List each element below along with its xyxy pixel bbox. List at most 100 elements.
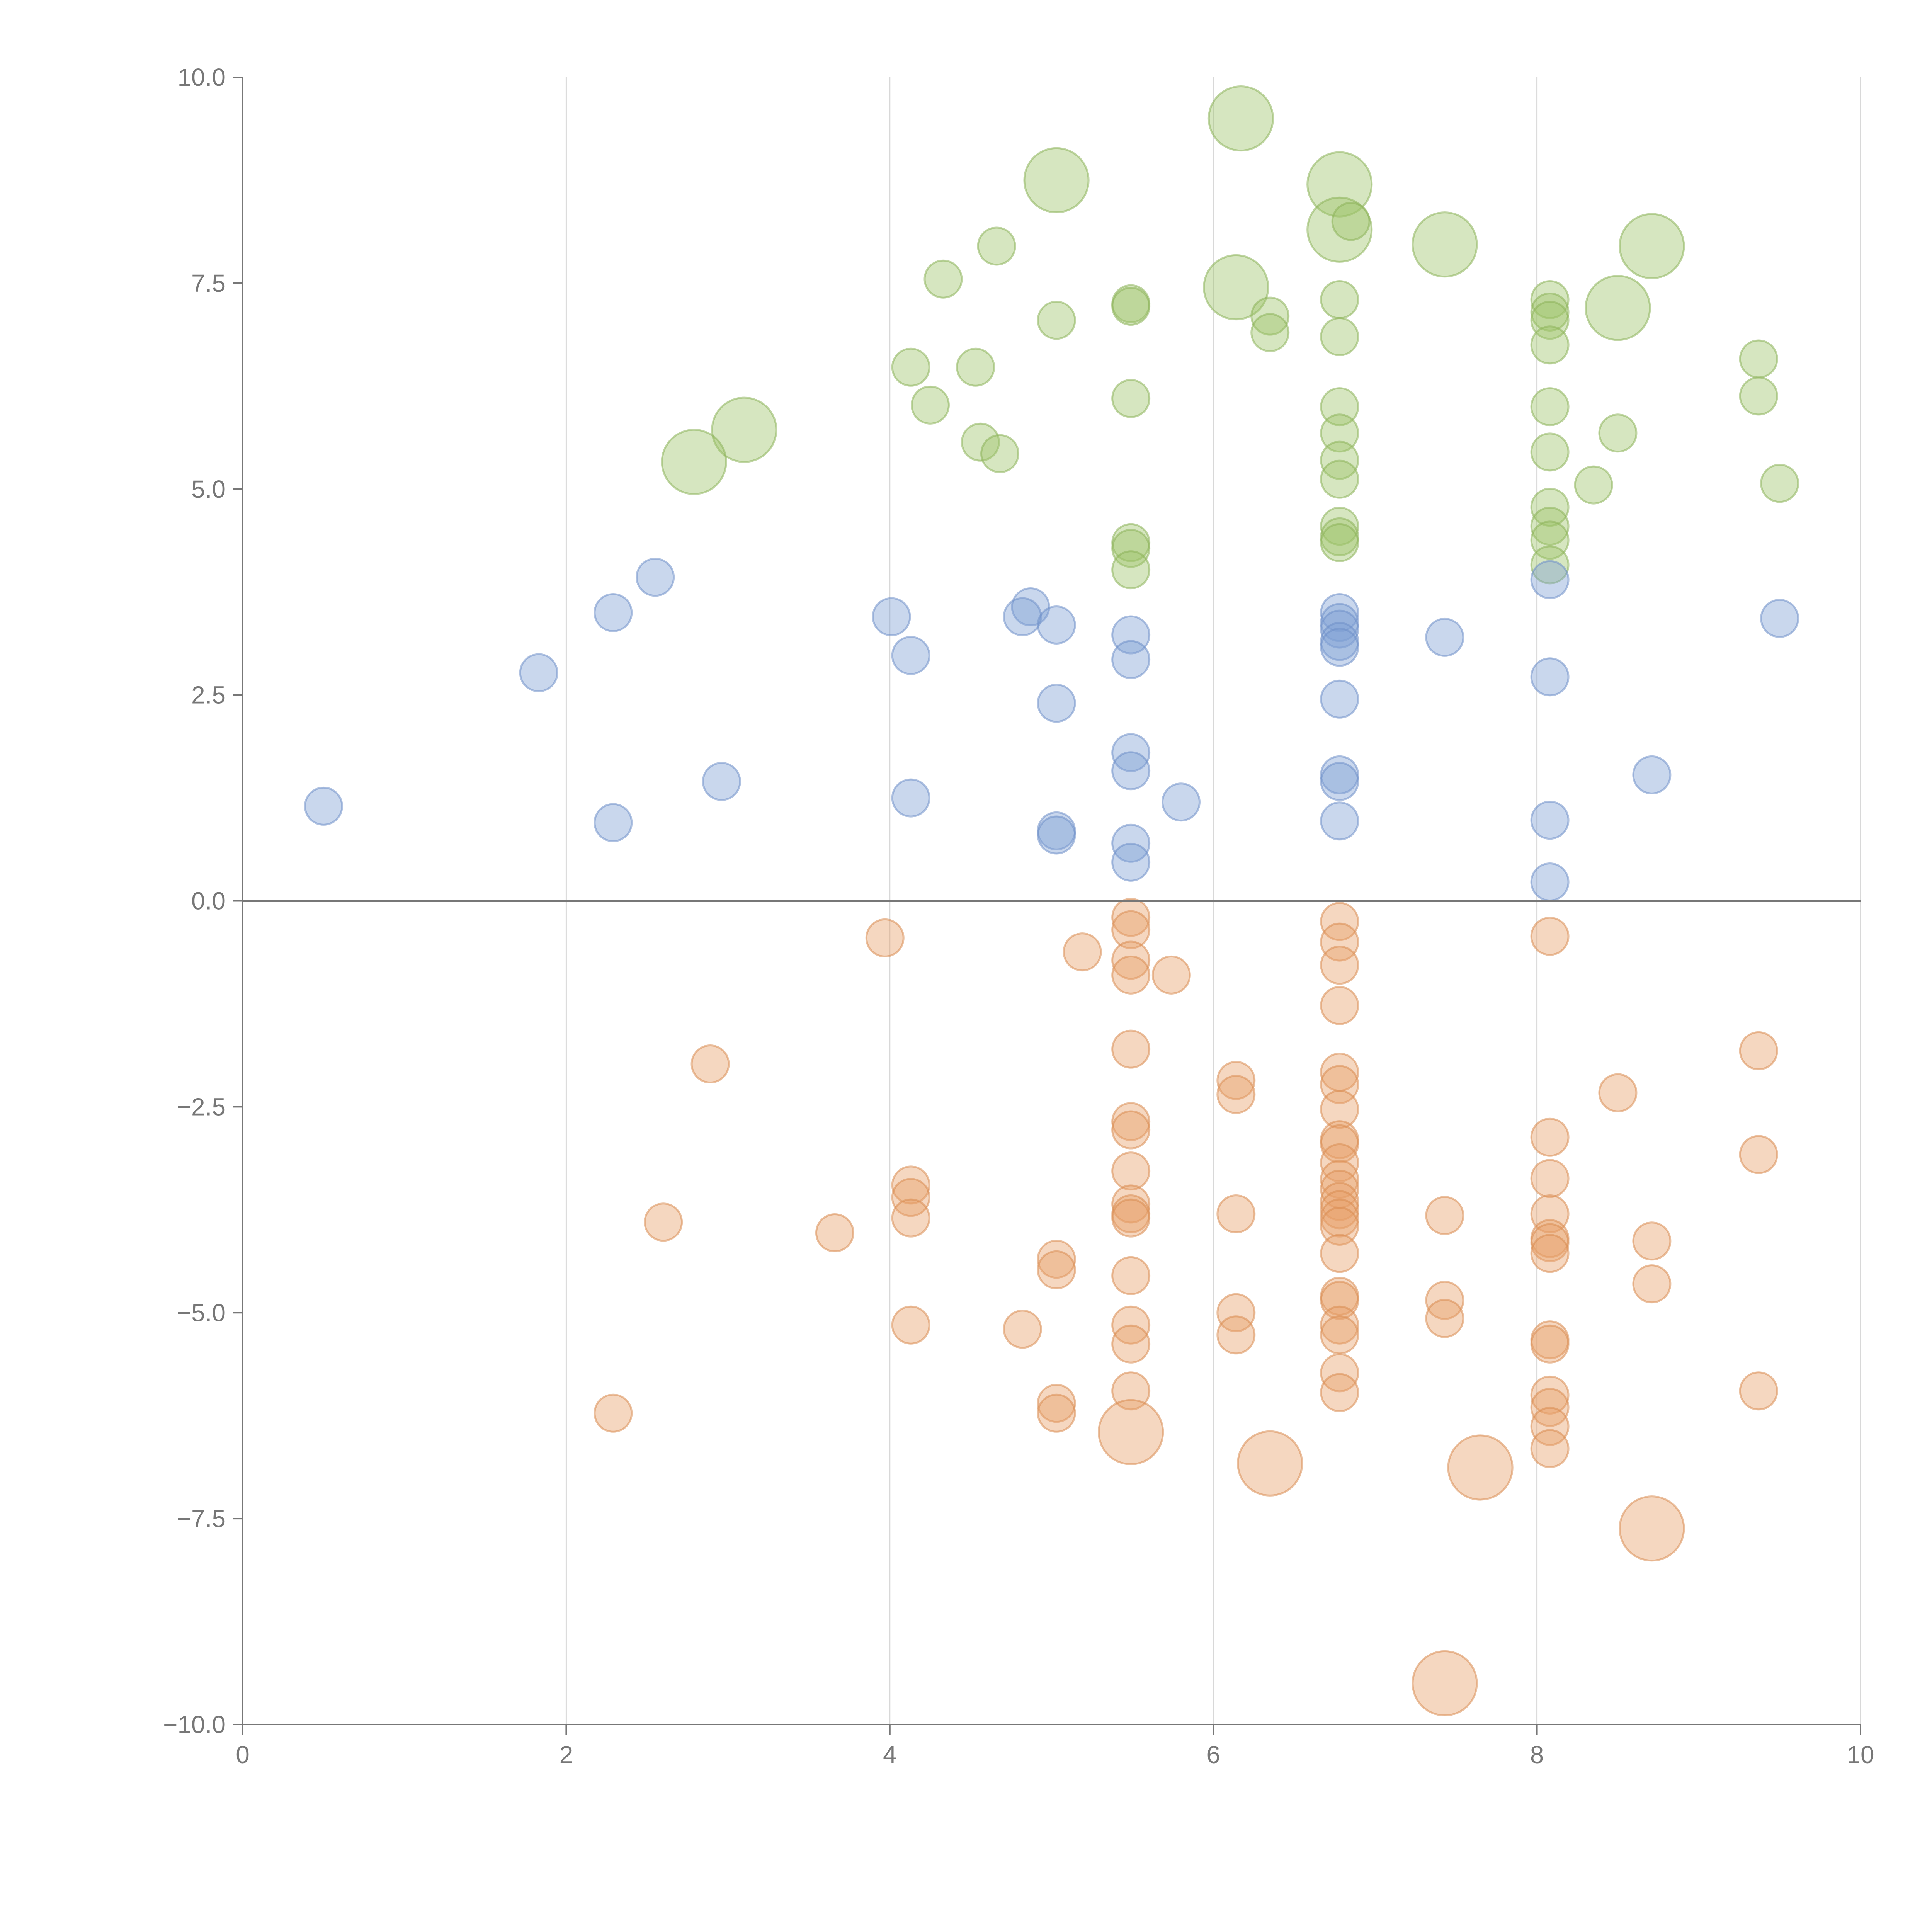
bubble-orange-65 (1216, 1315, 1256, 1355)
bubble-orange-74 (1530, 1375, 1570, 1415)
bubble-green-47 (1111, 529, 1151, 568)
bubble-orange-9 (1151, 955, 1191, 995)
bubble-orange-79 (1530, 1406, 1570, 1446)
bubble-orange-30 (1320, 1160, 1359, 1199)
bubble-orange-11 (1320, 986, 1359, 1025)
bubble-orange-51 (1320, 1234, 1359, 1273)
bubble-blue-8 (1760, 599, 1799, 638)
bubble-blue-23 (1632, 755, 1672, 794)
bubble-blue-6 (1003, 597, 1042, 636)
bubble-blue-37 (1530, 862, 1570, 901)
bubble-orange-6 (1063, 932, 1102, 972)
bubble-green-18 (1250, 296, 1290, 336)
bubble-orange-33 (891, 1178, 930, 1217)
bubble-blue-9 (1037, 605, 1076, 645)
bubble-blue-29 (304, 786, 343, 826)
bubble-green-17 (1037, 301, 1076, 340)
y-tick-label-4: 0.0 (191, 887, 226, 915)
bubble-orange-7 (1111, 940, 1151, 980)
bubble-orange-3 (865, 918, 905, 957)
bubble-green-37 (1530, 432, 1570, 472)
bubbles (304, 85, 1799, 1717)
bubble-orange-66 (1320, 1315, 1359, 1355)
bubble-orange-2 (1111, 910, 1151, 949)
bubble-green-30 (711, 396, 777, 463)
bubble-green-21 (1530, 325, 1570, 365)
x-axis-ticks: 0 2 4 6 8 10 (236, 1725, 1874, 1769)
y-tick-label-8: −10.0 (163, 1711, 226, 1738)
bubble-orange-49 (1530, 1223, 1570, 1262)
bubble-orange-81 (1530, 1429, 1570, 1468)
x-tick-label-4: 4 (883, 1741, 897, 1769)
bubble-blue-15 (891, 636, 930, 675)
bubble-orange-83 (1447, 1434, 1514, 1501)
bubble-green-23 (891, 347, 930, 387)
bubble-orange-16 (1216, 1061, 1256, 1100)
bubble-orange-82 (1237, 1430, 1303, 1497)
bubble-blue-26 (1320, 762, 1359, 801)
y-tick-label-2: 5.0 (191, 475, 226, 503)
bubble-orange-29 (1530, 1159, 1570, 1198)
x-tick-label-6: 6 (1206, 1741, 1220, 1769)
bubble-green-43 (1530, 507, 1570, 546)
bubble-blue-16 (1111, 640, 1151, 679)
bubble-blue-30 (1530, 801, 1570, 840)
bubble-blue-17 (519, 653, 558, 692)
bubble-green-29 (1530, 387, 1570, 427)
bubble-orange-54 (1111, 1256, 1151, 1295)
bubble-orange-71 (1111, 1371, 1151, 1411)
x-tick-label-8: 8 (1530, 1741, 1544, 1769)
bubble-orange-14 (690, 1044, 730, 1084)
bubble-orange-63 (1320, 1305, 1359, 1345)
bubble-orange-60 (1425, 1299, 1464, 1338)
bubble-green-39 (1574, 465, 1613, 505)
bubble-orange-40 (1425, 1196, 1464, 1235)
bubble-green-35 (980, 434, 1020, 473)
bubble-blue-5 (872, 597, 911, 636)
bubble-green-11 (1111, 287, 1151, 326)
bubble-green-2 (1306, 151, 1373, 218)
bubble-green-13 (1530, 280, 1570, 320)
x-tick-label-2: 2 (560, 1741, 573, 1769)
bubble-blue-4 (1320, 593, 1359, 632)
bubble-orange-22 (1111, 1110, 1151, 1150)
bubble-orange-21 (1111, 1102, 1151, 1141)
y-tick-label-1: 7.5 (191, 269, 226, 297)
bubble-green-0 (1208, 85, 1274, 152)
bubble-green-4 (1331, 202, 1371, 241)
bubble-orange-31 (891, 1165, 930, 1205)
bubble-blue-32 (1320, 801, 1359, 841)
bubble-orange-4 (1530, 917, 1570, 956)
bubble-blue-1 (1530, 560, 1570, 599)
bubble-green-12 (1320, 280, 1359, 320)
bubble-orange-64 (1003, 1310, 1042, 1349)
bubble-green-40 (1760, 464, 1799, 503)
bubble-green-8 (923, 259, 963, 299)
y-tick-label-3: 2.5 (191, 681, 226, 709)
bubble-orange-77 (594, 1393, 633, 1433)
bubble-orange-35 (1111, 1184, 1151, 1224)
bubble-green-6 (1619, 213, 1685, 279)
bubble-orange-23 (1530, 1117, 1570, 1157)
bubble-blue-18 (1530, 657, 1570, 697)
bubble-green-49 (1530, 545, 1570, 585)
bubble-orange-80 (1098, 1399, 1164, 1465)
bubble-orange-0 (1111, 898, 1151, 937)
bubble-green-27 (910, 385, 950, 425)
bubble-orange-5 (1320, 922, 1359, 962)
bubble-orange-1 (1320, 902, 1359, 941)
y-tick-label-5: −2.5 (177, 1093, 226, 1121)
bubble-orange-69 (1111, 1324, 1151, 1364)
bubble-green-42 (1320, 507, 1359, 546)
bubble-green-7 (977, 226, 1016, 266)
bubble-green-3 (1306, 196, 1373, 263)
bubble-orange-73 (1320, 1373, 1359, 1412)
bubble-green-20 (1320, 317, 1359, 356)
bubble-orange-78 (1037, 1393, 1076, 1433)
bubble-blue-14 (1320, 628, 1359, 667)
bubble-orange-61 (891, 1305, 930, 1345)
bubble-blue-19 (1320, 679, 1359, 719)
bubble-blue-25 (702, 762, 741, 801)
bubble-green-24 (956, 347, 995, 387)
bubble-green-5 (1412, 211, 1478, 278)
